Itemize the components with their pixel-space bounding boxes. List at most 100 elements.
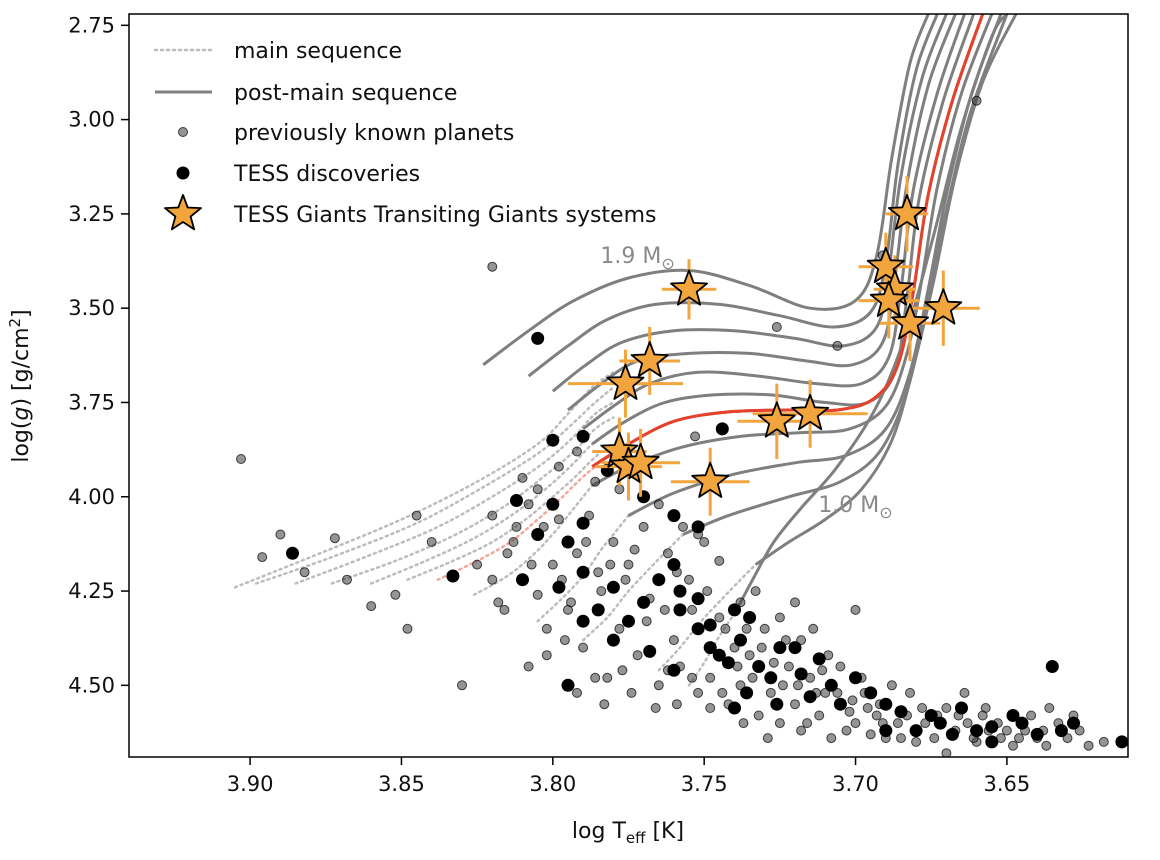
tess-discovery-point: [812, 652, 826, 666]
known-planet-point: [753, 710, 764, 721]
known-planet-point: [790, 699, 800, 710]
known-planet-point: [744, 650, 755, 661]
mass-annotation-0: 1.9 M⊙: [600, 244, 674, 273]
tess-discovery-point: [673, 603, 687, 617]
tess-discovery-point: [531, 528, 545, 541]
post-main-sequence-track-0.9: [754, 14, 1018, 566]
known-planet-point: [1014, 733, 1024, 744]
known-planet-point: [917, 703, 928, 713]
known-planet-point: [653, 499, 664, 510]
known-planet-point: [705, 703, 716, 713]
tgtg-star-point: [891, 303, 929, 340]
tess-discovery-point: [1054, 724, 1068, 738]
known-planet-point: [541, 623, 552, 634]
known-planet-point: [599, 699, 610, 710]
x-tick-label: 3.70: [832, 772, 879, 796]
tess-discovery-point: [667, 663, 681, 677]
tess-discovery-point: [703, 618, 717, 632]
main-sequence-track-1: [581, 533, 685, 642]
y-tick-label: 4.00: [68, 485, 115, 509]
tess-discovery-point: [770, 697, 784, 711]
known-planet-point: [578, 642, 589, 653]
known-planet-point: [941, 703, 952, 713]
known-planet-point: [632, 650, 643, 661]
tess-discovery-point: [576, 516, 590, 530]
mass-annotation-1: 1.0 M⊙: [818, 493, 892, 522]
known-planet-point: [768, 657, 779, 668]
known-planet-point: [508, 537, 519, 547]
tess-discovery-point: [510, 494, 523, 507]
known-planet-point: [850, 718, 861, 729]
known-planet-point: [617, 665, 628, 676]
tess-discovery-point: [864, 686, 878, 700]
x-tick-label: 3.90: [227, 772, 274, 796]
known-planet-point: [832, 340, 843, 351]
known-planet-point: [1001, 725, 1012, 736]
tess-discovery-point: [606, 580, 620, 594]
known-planet-point: [532, 484, 543, 495]
known-planet-point: [553, 514, 564, 525]
known-planet-point: [862, 703, 873, 713]
known-planet-point: [572, 687, 582, 698]
known-planet-point: [817, 665, 828, 676]
tgtg-star-point: [791, 393, 830, 431]
known-planet-point: [487, 510, 498, 521]
tess-discovery-point: [576, 429, 590, 443]
tess-giants-transiting-giants: [568, 176, 980, 516]
tess-discovery-point: [894, 705, 908, 719]
known-planet-point: [759, 623, 770, 634]
known-planet-point: [714, 612, 725, 623]
post-main-sequence-track-1.1: [627, 14, 1003, 517]
known-planet-point: [1008, 740, 1018, 751]
known-planet-point: [662, 548, 673, 559]
main-sequence-track-1.5: [369, 431, 609, 585]
tess-discovery-point: [803, 690, 817, 704]
x-axis: 3.90 3.85 3.80 3.75 3.70 3.65: [227, 757, 1030, 796]
known-planet-point: [1083, 740, 1094, 751]
known-planet-point: [684, 574, 694, 585]
known-planet-point: [668, 635, 679, 646]
known-planet-point: [1062, 733, 1073, 744]
known-planet-point: [871, 710, 882, 721]
mass-annotations: 1.9 M⊙ 1.0 M⊙: [600, 244, 892, 522]
known-planet-point: [865, 729, 876, 740]
known-planet-point: [741, 623, 752, 634]
tess-discovery-point: [970, 724, 984, 738]
tess-discovery-point: [955, 701, 968, 715]
known-planet-point: [366, 601, 377, 612]
known-planet-point: [275, 529, 286, 540]
tess-discovery-point: [849, 671, 862, 685]
known-planet-point: [959, 687, 970, 698]
known-planet-point: [714, 555, 725, 566]
tgtg-star-point: [888, 193, 926, 231]
known-planet-point: [572, 548, 582, 559]
known-planet-point: [623, 559, 634, 570]
known-planet-point: [605, 559, 616, 570]
known-planet-point: [590, 672, 601, 683]
tess-discovery-point: [879, 697, 893, 711]
known-planet-point: [896, 733, 906, 744]
legend-label: TESS Giants Transiting Giants systems: [233, 203, 656, 228]
known-planet-point: [342, 574, 352, 585]
legend-label: main sequence: [234, 39, 402, 64]
known-planet-point: [523, 661, 534, 672]
tgtg-star-point: [691, 461, 730, 498]
known-planet-point: [892, 718, 903, 729]
known-planet-point: [553, 461, 564, 472]
known-planet-point: [538, 521, 549, 532]
known-planet-point: [905, 687, 915, 698]
tess-discovery-point: [531, 331, 545, 345]
tess-discovery-point: [591, 603, 605, 617]
tess-discovery-point: [622, 614, 635, 628]
known-planet-point: [411, 510, 422, 521]
known-planet-point: [690, 431, 701, 442]
tess-discovery-point: [1045, 660, 1059, 673]
known-planet-point: [638, 521, 649, 532]
known-planet-point: [390, 589, 401, 600]
known-planet-point: [299, 567, 310, 578]
main-sequence-track-1.8: [254, 386, 615, 585]
known-planet-point: [783, 661, 794, 672]
tess-discovery-point: [561, 535, 575, 549]
known-planet-point: [653, 680, 664, 691]
